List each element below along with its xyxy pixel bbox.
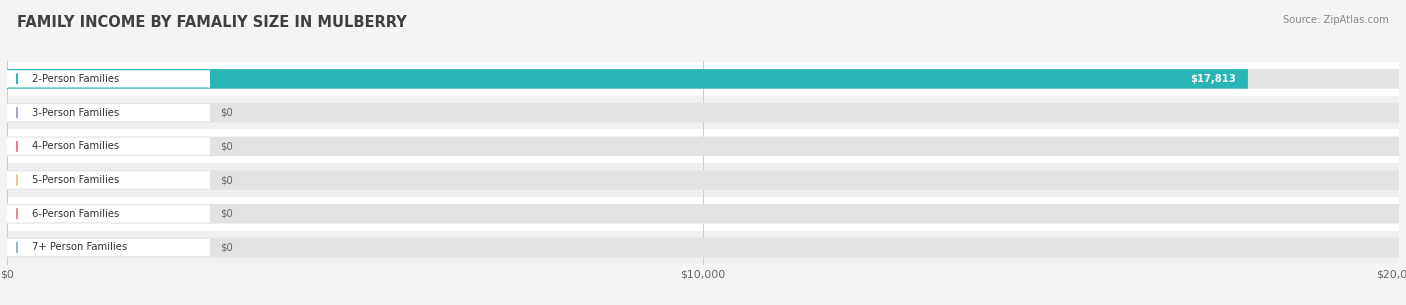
Bar	[7, 231, 1399, 264]
Text: 2-Person Families: 2-Person Families	[32, 74, 120, 84]
Bar	[7, 96, 1399, 129]
Text: $0: $0	[219, 141, 233, 151]
Text: $0: $0	[219, 209, 233, 219]
FancyBboxPatch shape	[7, 205, 209, 222]
Text: $0: $0	[219, 175, 233, 185]
FancyBboxPatch shape	[7, 70, 209, 88]
Text: 4-Person Families: 4-Person Families	[32, 141, 120, 151]
Text: $17,813: $17,813	[1189, 74, 1236, 84]
Text: FAMILY INCOME BY FAMALIY SIZE IN MULBERRY: FAMILY INCOME BY FAMALIY SIZE IN MULBERR…	[17, 15, 406, 30]
Text: 5-Person Families: 5-Person Families	[32, 175, 120, 185]
Bar	[7, 62, 1399, 96]
FancyBboxPatch shape	[7, 138, 209, 155]
FancyBboxPatch shape	[7, 69, 1399, 89]
Bar	[7, 163, 1399, 197]
Text: 6-Person Families: 6-Person Families	[32, 209, 120, 219]
FancyBboxPatch shape	[7, 238, 1399, 257]
Bar	[7, 197, 1399, 231]
FancyBboxPatch shape	[7, 170, 1399, 190]
FancyBboxPatch shape	[7, 103, 1399, 122]
FancyBboxPatch shape	[7, 171, 209, 188]
Text: Source: ZipAtlas.com: Source: ZipAtlas.com	[1284, 15, 1389, 25]
Text: 7+ Person Families: 7+ Person Families	[32, 242, 127, 253]
FancyBboxPatch shape	[7, 137, 1399, 156]
Bar	[7, 129, 1399, 163]
FancyBboxPatch shape	[7, 204, 1399, 224]
FancyBboxPatch shape	[7, 239, 209, 256]
FancyBboxPatch shape	[7, 69, 1247, 89]
Text: $0: $0	[219, 242, 233, 253]
FancyBboxPatch shape	[7, 104, 209, 121]
Text: $0: $0	[219, 108, 233, 118]
Text: 3-Person Families: 3-Person Families	[32, 108, 120, 118]
